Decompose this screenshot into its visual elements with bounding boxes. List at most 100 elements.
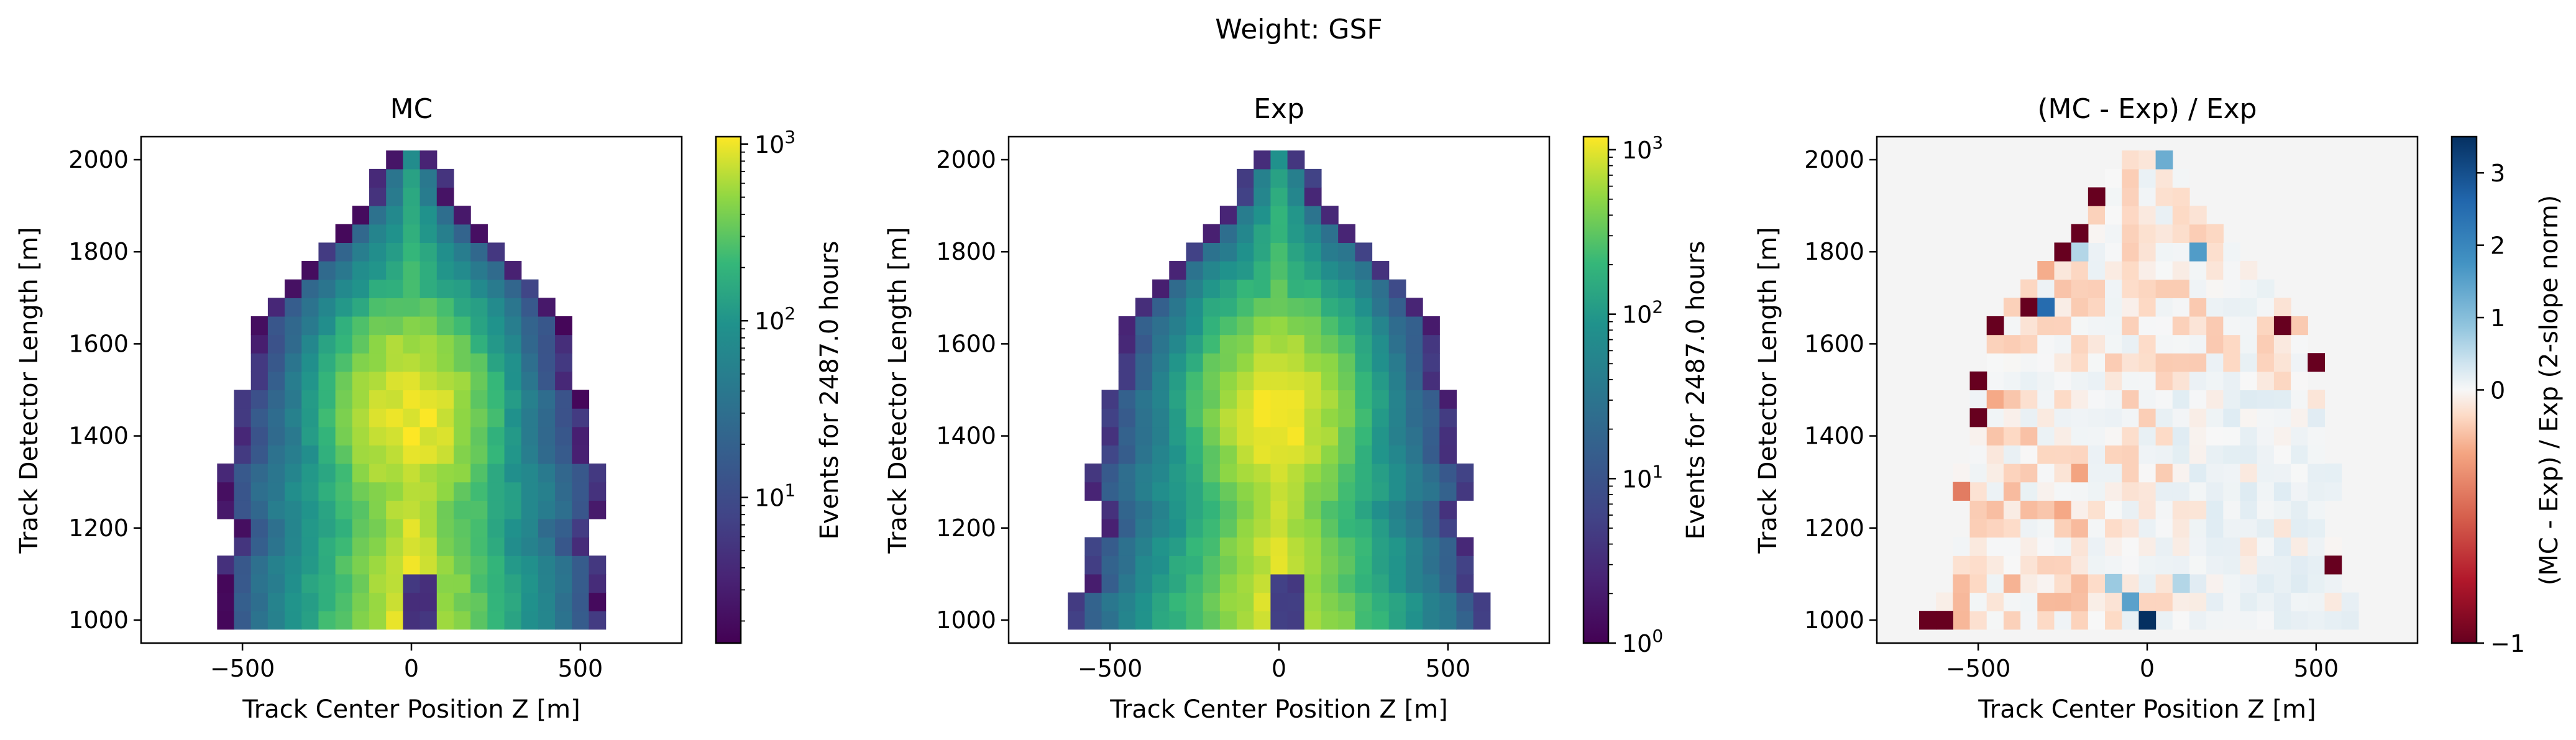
heatmap-cell bbox=[1321, 537, 1339, 556]
heatmap-cell bbox=[217, 592, 235, 611]
heatmap-cell bbox=[1237, 537, 1254, 556]
heatmap-cell bbox=[1135, 518, 1153, 538]
heatmap-cell bbox=[1423, 390, 1440, 409]
heatmap-cell bbox=[386, 426, 404, 446]
heatmap-cell bbox=[487, 371, 505, 391]
heatmap-cell bbox=[1169, 611, 1187, 630]
heatmap-cell bbox=[318, 371, 336, 391]
heatmap-cell bbox=[2138, 445, 2157, 464]
heatmap-cell bbox=[403, 426, 421, 446]
heatmap-cell bbox=[1355, 445, 1373, 464]
heatmap-cell bbox=[301, 537, 319, 556]
heatmap-cell bbox=[2223, 390, 2241, 409]
heatmap-cell bbox=[2122, 555, 2140, 575]
heatmap-cell bbox=[1405, 316, 1423, 336]
heatmap-cell bbox=[2020, 592, 2038, 611]
heatmap-cell bbox=[1423, 426, 1440, 446]
heatmap-cell bbox=[2172, 555, 2190, 575]
heatmap-cell bbox=[369, 445, 387, 464]
heatmap-cell bbox=[589, 482, 607, 501]
heatmap-cell bbox=[1152, 611, 1170, 630]
heatmap-cell bbox=[555, 408, 572, 427]
heatmap-cell bbox=[1237, 371, 1254, 391]
heatmap-cell bbox=[1355, 464, 1373, 483]
heatmap-cell bbox=[470, 371, 488, 391]
heatmap-cell bbox=[2257, 316, 2275, 336]
panel-ratio-colorbar bbox=[2450, 135, 2478, 644]
heatmap-cell bbox=[2037, 518, 2055, 538]
heatmap-cell bbox=[1321, 500, 1339, 519]
heatmap-cell bbox=[2003, 353, 2021, 372]
heatmap-cell bbox=[1254, 316, 1272, 336]
heatmap-cell bbox=[2037, 573, 2055, 593]
heatmap-cell bbox=[386, 168, 404, 188]
heatmap-cell bbox=[1101, 611, 1119, 630]
heatmap-cell bbox=[2291, 482, 2308, 501]
heatmap-cell bbox=[1203, 390, 1221, 409]
heatmap-cell bbox=[1986, 445, 2004, 464]
heatmap-cell bbox=[2003, 445, 2021, 464]
heatmap-cell bbox=[2155, 611, 2173, 630]
heatmap-cell bbox=[2054, 500, 2072, 519]
heatmap-cell bbox=[1355, 279, 1373, 298]
heatmap-cell bbox=[2088, 482, 2106, 501]
heatmap-cell bbox=[285, 353, 302, 372]
colorbar-tick-label: 100 bbox=[1622, 626, 1663, 657]
heatmap-cell bbox=[487, 555, 505, 575]
heatmap-cell bbox=[2088, 206, 2106, 225]
ytick-label: 1200 bbox=[1804, 514, 1864, 542]
heatmap-cell bbox=[1169, 500, 1187, 519]
heatmap-cell bbox=[267, 592, 285, 611]
heatmap-cell bbox=[2071, 482, 2089, 501]
heatmap-cell bbox=[2105, 611, 2122, 630]
heatmap-cell bbox=[2105, 592, 2122, 611]
heatmap-cell bbox=[2189, 464, 2207, 483]
heatmap-cell bbox=[2155, 592, 2173, 611]
heatmap-cell bbox=[2138, 371, 2157, 391]
heatmap-cell bbox=[403, 279, 421, 298]
heatmap-cell bbox=[318, 426, 336, 446]
heatmap-cell bbox=[217, 611, 235, 630]
heatmap-cell bbox=[2291, 500, 2308, 519]
heatmap-cell bbox=[2308, 555, 2326, 575]
heatmap-cell bbox=[2020, 408, 2038, 427]
heatmap-cell bbox=[1169, 298, 1187, 317]
heatmap-cell bbox=[250, 573, 268, 593]
heatmap-cell bbox=[2122, 390, 2140, 409]
heatmap-notable-cell bbox=[2273, 316, 2291, 336]
heatmap-cell bbox=[1405, 464, 1423, 483]
heatmap-cell bbox=[1338, 555, 1355, 575]
heatmap-cell bbox=[2291, 573, 2308, 593]
panel-mc: MC −500 0 500 1000 1200 1400 1600 1800 2000 Trac… bbox=[15, 93, 844, 724]
heatmap-cell bbox=[2122, 261, 2140, 280]
heatmap-cell bbox=[419, 592, 438, 611]
heatmap-cell bbox=[1237, 464, 1254, 483]
heatmap-cell bbox=[2138, 224, 2157, 244]
heatmap-cell bbox=[2155, 408, 2173, 427]
heatmap-cell bbox=[1372, 426, 1390, 446]
heatmap-cell bbox=[1084, 537, 1102, 556]
heatmap-cell bbox=[2037, 334, 2055, 354]
heatmap-cell bbox=[470, 316, 488, 336]
heatmap-cell bbox=[1169, 426, 1187, 446]
heatmap-cell bbox=[2273, 537, 2291, 556]
heatmap-cell bbox=[1270, 464, 1288, 483]
colorbar-tick-label: −1 bbox=[2490, 630, 2525, 657]
heatmap-cell bbox=[386, 537, 404, 556]
panel-ratio-colorbar-label: (MC - Exp) / Exp (2-slope norm) bbox=[2535, 195, 2564, 586]
heatmap-cell bbox=[2105, 390, 2122, 409]
heatmap-cell bbox=[1388, 482, 1406, 501]
heatmap-cell bbox=[403, 298, 421, 317]
heatmap-cell bbox=[1338, 426, 1355, 446]
heatmap-cell bbox=[2240, 445, 2258, 464]
heatmap-cell bbox=[470, 224, 488, 244]
heatmap-cell bbox=[1388, 334, 1406, 354]
heatmap-cell bbox=[538, 390, 556, 409]
heatmap-cell bbox=[1304, 445, 1322, 464]
heatmap-cell bbox=[555, 371, 572, 391]
heatmap-cell bbox=[2291, 555, 2308, 575]
heatmap-cell bbox=[2189, 573, 2207, 593]
heatmap-cell bbox=[1219, 298, 1237, 317]
heatmap-cell bbox=[487, 426, 505, 446]
heatmap-cell bbox=[1203, 518, 1221, 538]
